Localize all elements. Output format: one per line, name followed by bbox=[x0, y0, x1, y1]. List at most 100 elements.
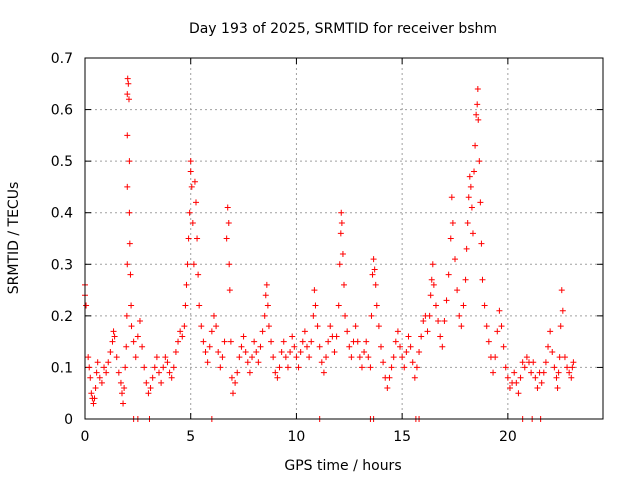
data-point bbox=[469, 230, 476, 237]
data-point bbox=[188, 183, 195, 190]
data-point bbox=[289, 333, 296, 340]
data-point bbox=[297, 348, 304, 355]
data-point bbox=[557, 323, 564, 330]
data-point bbox=[126, 209, 133, 216]
data-point bbox=[196, 302, 203, 309]
data-point bbox=[195, 271, 202, 278]
data-point bbox=[156, 369, 162, 376]
data-point bbox=[253, 348, 260, 355]
data-point bbox=[468, 204, 475, 211]
data-point bbox=[193, 199, 199, 206]
data-point bbox=[270, 354, 277, 361]
data-point bbox=[513, 379, 520, 386]
data-point bbox=[98, 379, 105, 386]
data-point bbox=[568, 374, 575, 381]
data-point bbox=[204, 359, 211, 366]
data-point bbox=[490, 369, 497, 376]
data-point bbox=[354, 338, 361, 345]
data-point bbox=[124, 132, 131, 139]
data-point bbox=[198, 323, 205, 330]
data-point bbox=[462, 276, 469, 283]
x-tick-label: 20 bbox=[499, 429, 517, 445]
data-point bbox=[168, 374, 175, 381]
data-point bbox=[259, 328, 266, 335]
data-point bbox=[356, 354, 363, 361]
data-point bbox=[291, 343, 298, 350]
y-tick-label: 0.2 bbox=[51, 309, 73, 325]
data-point bbox=[232, 379, 239, 386]
data-point bbox=[384, 385, 391, 392]
data-point bbox=[474, 85, 481, 92]
data-point bbox=[466, 173, 473, 180]
data-point bbox=[312, 302, 319, 309]
data-point bbox=[153, 354, 160, 361]
data-point bbox=[181, 323, 188, 330]
data-point bbox=[134, 333, 141, 340]
data-point bbox=[175, 338, 182, 345]
data-point bbox=[132, 354, 139, 361]
data-point bbox=[101, 364, 108, 371]
data-point bbox=[542, 359, 549, 366]
data-point bbox=[472, 142, 479, 149]
data-point bbox=[234, 369, 241, 376]
data-point bbox=[346, 343, 353, 350]
data-point bbox=[336, 261, 343, 268]
data-point bbox=[314, 323, 321, 330]
data-point bbox=[311, 287, 318, 294]
data-point bbox=[272, 369, 279, 376]
data-point bbox=[397, 343, 404, 350]
data-point bbox=[230, 390, 236, 397]
data-point bbox=[454, 287, 461, 294]
data-point bbox=[441, 318, 448, 325]
data-point bbox=[517, 374, 524, 381]
data-point bbox=[500, 343, 507, 350]
data-point bbox=[448, 194, 455, 201]
data-point bbox=[386, 374, 393, 381]
data-point bbox=[158, 379, 165, 386]
data-point bbox=[228, 374, 235, 381]
data-point bbox=[556, 354, 563, 361]
y-tick-label: 0.3 bbox=[51, 257, 73, 273]
data-point bbox=[182, 302, 189, 309]
data-point bbox=[105, 359, 112, 366]
data-point bbox=[111, 333, 118, 340]
data-point bbox=[282, 354, 289, 361]
data-point bbox=[126, 240, 133, 247]
data-point bbox=[411, 374, 418, 381]
data-point bbox=[221, 338, 228, 345]
data-point bbox=[304, 343, 310, 350]
data-point bbox=[551, 364, 558, 371]
data-point bbox=[189, 220, 196, 227]
data-point bbox=[85, 354, 92, 361]
data-point bbox=[244, 359, 251, 366]
data-point bbox=[103, 369, 110, 376]
data-point bbox=[416, 348, 423, 355]
data-point bbox=[276, 364, 283, 371]
data-point bbox=[521, 364, 528, 371]
data-point bbox=[394, 328, 401, 335]
data-point bbox=[236, 354, 243, 361]
data-point bbox=[449, 220, 456, 227]
data-point bbox=[378, 343, 384, 350]
data-point bbox=[496, 307, 503, 314]
data-point bbox=[183, 281, 190, 288]
data-point bbox=[251, 338, 258, 345]
data-point bbox=[492, 354, 499, 361]
axis-ticks: 0 0.1 0.2 0.3 0.4 0.5 0.6 0.7 0 5 10 15 20 bbox=[51, 51, 603, 445]
data-point bbox=[331, 348, 338, 355]
data-point bbox=[124, 183, 131, 190]
data-point bbox=[187, 158, 194, 165]
chart-title: Day 193 of 2025, SRMTID for receiver bsh… bbox=[189, 21, 497, 37]
data-point bbox=[238, 343, 245, 350]
data-point bbox=[316, 343, 323, 350]
data-point bbox=[93, 369, 100, 376]
data-point bbox=[545, 343, 552, 350]
data-point bbox=[439, 343, 446, 350]
data-point bbox=[92, 385, 99, 392]
data-point bbox=[143, 379, 150, 386]
data-point bbox=[87, 374, 94, 381]
data-point bbox=[200, 338, 207, 345]
data-point bbox=[481, 302, 488, 309]
data-point bbox=[226, 261, 233, 268]
data-point bbox=[473, 111, 480, 118]
